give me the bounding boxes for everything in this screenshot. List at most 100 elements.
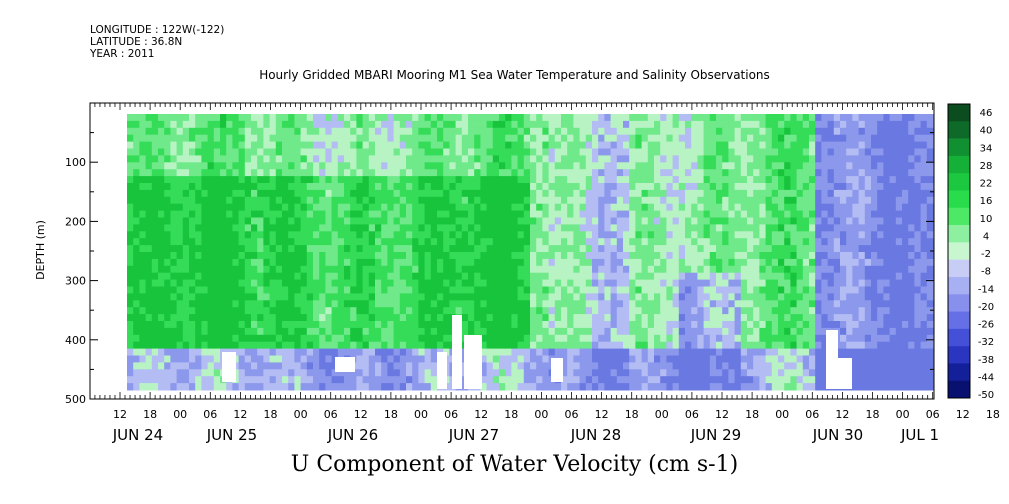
- heatmap-cell: [585, 376, 593, 384]
- heatmap-cell: [697, 258, 705, 267]
- heatmap-cell: [778, 120, 785, 129]
- heatmap-cell: [387, 203, 395, 212]
- heatmap-cell: [139, 321, 147, 329]
- heatmap-cell: [505, 362, 512, 370]
- heatmap-cell: [716, 341, 723, 350]
- heatmap-cell: [387, 141, 395, 149]
- heatmap-cell: [753, 362, 760, 370]
- heatmap-cell: [759, 362, 767, 370]
- heatmap-cell: [697, 210, 705, 218]
- heatmap-cell: [220, 321, 227, 329]
- heatmap-cell: [474, 321, 481, 329]
- heatmap-cell: [232, 238, 240, 246]
- heatmap-cell: [350, 265, 357, 274]
- heatmap-cell: [133, 293, 140, 301]
- heatmap-cell: [734, 210, 742, 218]
- heatmap-cell: [554, 176, 562, 184]
- heatmap-cell: [182, 114, 190, 122]
- heatmap-cell: [554, 134, 562, 143]
- heatmap-cell: [356, 183, 364, 191]
- heatmap-cell: [716, 176, 723, 184]
- heatmap-cell: [201, 258, 209, 267]
- heatmap-cell: [833, 203, 841, 212]
- heatmap-cell: [170, 327, 178, 336]
- heatmap-cell: [672, 196, 680, 205]
- heatmap-cell: [399, 169, 407, 177]
- heatmap-cell: [709, 245, 717, 253]
- heatmap-cell: [399, 307, 407, 315]
- heatmap-cell: [492, 334, 500, 343]
- heatmap-cell: [523, 169, 531, 177]
- heatmap-cell: [660, 210, 667, 218]
- heatmap-cell: [827, 155, 835, 163]
- heatmap-cell: [778, 162, 785, 170]
- heatmap-cell: [554, 245, 562, 253]
- heatmap-cell: [151, 286, 159, 294]
- heatmap-cell: [282, 307, 289, 315]
- heatmap-cell: [164, 114, 171, 122]
- heatmap-cell: [815, 162, 822, 170]
- heatmap-cell: [393, 376, 401, 384]
- heatmap-cell: [895, 224, 903, 232]
- heatmap-cell: [282, 348, 289, 356]
- heatmap-cell: [337, 307, 345, 315]
- heatmap-cell: [251, 196, 258, 205]
- heatmap-cell: [709, 210, 717, 218]
- heatmap-cell: [238, 162, 246, 170]
- heatmap-cell: [220, 120, 227, 129]
- heatmap-cell: [282, 224, 289, 232]
- heatmap-cell: [139, 314, 147, 322]
- heatmap-cell: [647, 334, 655, 343]
- heatmap-cell: [356, 210, 364, 218]
- heatmap-cell: [530, 162, 537, 170]
- heatmap-cell: [257, 120, 264, 129]
- heatmap-cell: [592, 307, 599, 315]
- heatmap-cell: [598, 169, 605, 177]
- heatmap-cell: [796, 210, 804, 218]
- heatmap-cell: [654, 355, 661, 363]
- heatmap-cell: [300, 355, 308, 363]
- heatmap-cell: [344, 162, 351, 170]
- heatmap-cell: [691, 341, 698, 350]
- heatmap-cell: [697, 169, 705, 177]
- heatmap-cell: [170, 300, 178, 308]
- heatmap-cell: [499, 196, 506, 205]
- heatmap-cell: [778, 307, 785, 315]
- heatmap-cell: [189, 162, 196, 170]
- heatmap-cell: [784, 362, 791, 370]
- heatmap-cell: [145, 169, 153, 177]
- heatmap-cell: [238, 148, 246, 156]
- heatmap-cell: [678, 203, 686, 212]
- heatmap-cell: [158, 231, 165, 239]
- heatmap-cell: [647, 355, 655, 363]
- heatmap-cell: [864, 203, 872, 212]
- heatmap-cell: [616, 238, 624, 246]
- heatmap-cell: [629, 203, 636, 212]
- heatmap-cell: [771, 245, 779, 253]
- heatmap-cell: [170, 141, 178, 149]
- heatmap-cell: [381, 210, 388, 218]
- heatmap-cell: [412, 162, 419, 170]
- heatmap-cell: [158, 238, 165, 246]
- heatmap-cell: [244, 127, 252, 136]
- heatmap-cell: [486, 383, 494, 391]
- heatmap-cell: [344, 286, 351, 294]
- heatmap-cell: [195, 176, 202, 184]
- heatmap-cell: [895, 265, 903, 274]
- heatmap-cell: [815, 127, 822, 136]
- heatmap-cell: [548, 141, 556, 149]
- heatmap-cell: [176, 279, 184, 287]
- heatmap-cell: [362, 169, 370, 177]
- heatmap-cell: [189, 293, 196, 301]
- heatmap-cell: [840, 300, 847, 308]
- heatmap-cell: [251, 224, 258, 232]
- heatmap-cell: [660, 355, 667, 363]
- heatmap-cell: [505, 183, 512, 191]
- heatmap-cell: [585, 348, 593, 356]
- heatmap-cell: [895, 134, 903, 143]
- heatmap-cell: [207, 196, 215, 205]
- heatmap-cell: [610, 334, 618, 343]
- heatmap-cell: [883, 155, 891, 163]
- heatmap-cell: [536, 224, 543, 232]
- heatmap-cell: [412, 189, 419, 198]
